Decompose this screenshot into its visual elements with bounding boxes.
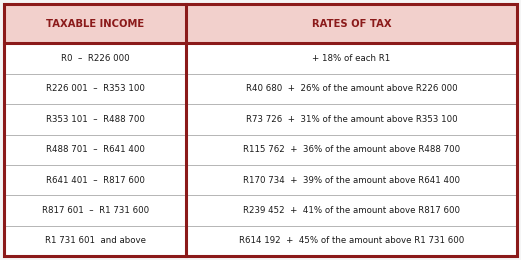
Bar	[4, 165, 517, 195]
Text: + 18% of each R1: + 18% of each R1	[313, 54, 391, 63]
Text: R1 731 601  and above: R1 731 601 and above	[45, 236, 146, 245]
Text: R488 701  –  R641 400: R488 701 – R641 400	[46, 145, 145, 154]
Text: R73 726  +  31% of the amount above R353 100: R73 726 + 31% of the amount above R353 1…	[246, 115, 457, 124]
Text: R170 734  +  39% of the amount above R641 400: R170 734 + 39% of the amount above R641 …	[243, 176, 460, 185]
Bar	[4, 195, 517, 226]
Text: R226 001  –  R353 100: R226 001 – R353 100	[46, 84, 145, 94]
Text: R817 601  –  R1 731 600: R817 601 – R1 731 600	[42, 206, 148, 215]
Text: R614 192  +  45% of the amount above R1 731 600: R614 192 + 45% of the amount above R1 73…	[239, 236, 464, 245]
Text: R239 452  +  41% of the amount above R817 600: R239 452 + 41% of the amount above R817 …	[243, 206, 460, 215]
Text: R353 101  –  R488 700: R353 101 – R488 700	[46, 115, 145, 124]
Text: R40 680  +  26% of the amount above R226 000: R40 680 + 26% of the amount above R226 0…	[246, 84, 457, 94]
Text: R0  –  R226 000: R0 – R226 000	[61, 54, 130, 63]
Bar	[4, 74, 517, 104]
Text: RATES OF TAX: RATES OF TAX	[312, 19, 391, 29]
Bar	[4, 4, 517, 43]
Bar	[4, 135, 517, 165]
Text: TAXABLE INCOME: TAXABLE INCOME	[46, 19, 144, 29]
Text: R115 762  +  36% of the amount above R488 700: R115 762 + 36% of the amount above R488 …	[243, 145, 460, 154]
Bar	[4, 226, 517, 256]
Bar	[4, 104, 517, 135]
Text: R641 401  –  R817 600: R641 401 – R817 600	[46, 176, 145, 185]
Bar	[4, 43, 517, 74]
